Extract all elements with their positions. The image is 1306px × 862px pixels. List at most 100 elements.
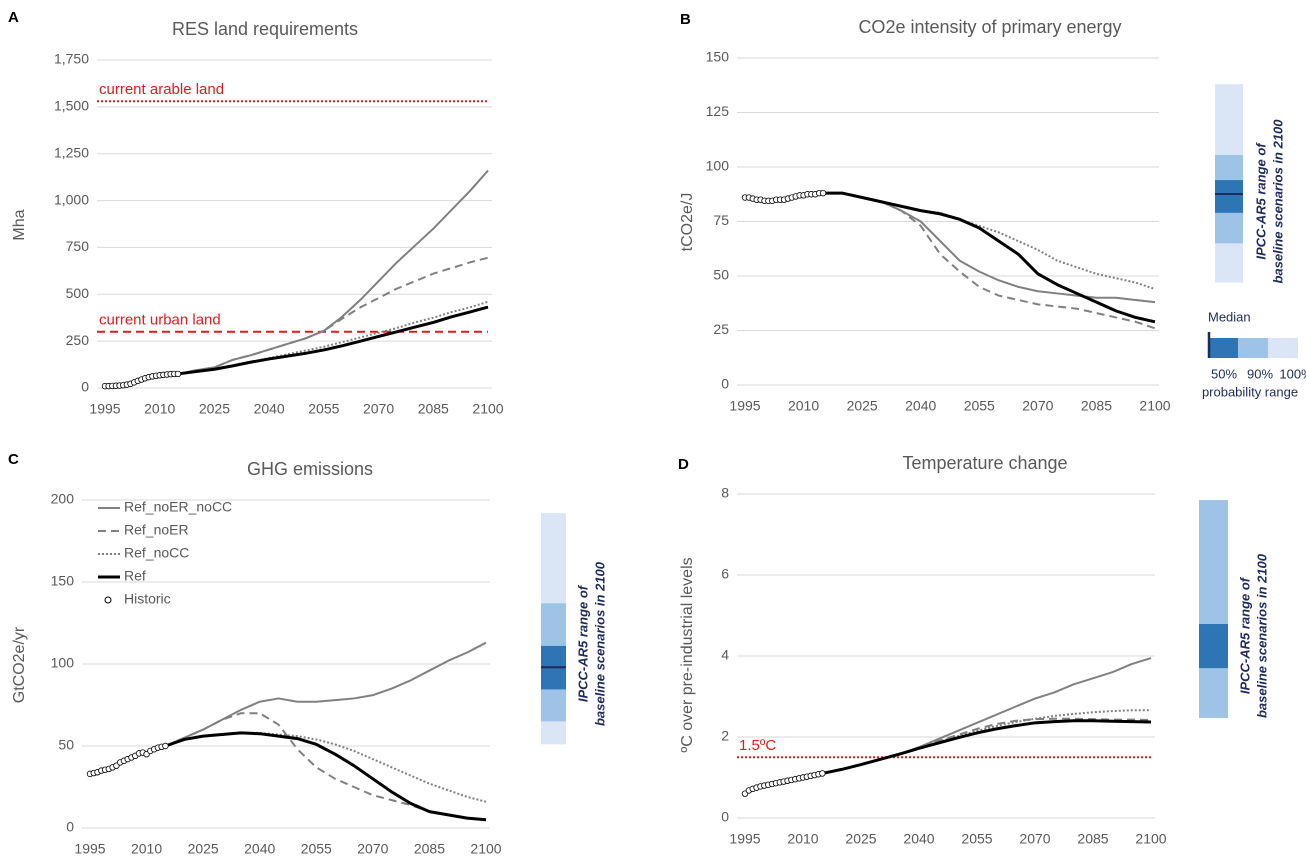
historic-point (174, 370, 182, 378)
reference-label: current urban land (99, 312, 221, 329)
x-tick-label: 2040 (905, 398, 936, 414)
x-tick-label: 2025 (188, 841, 219, 857)
prob-swatch (1268, 338, 1298, 358)
x-tick-label: 2025 (199, 401, 230, 417)
x-tick-label: 1995 (74, 841, 105, 857)
range-label: baseline scenarios in 2100 (1270, 119, 1285, 284)
y-tick-label: 0 (721, 376, 729, 392)
y-tick-label: 1,500 (54, 98, 89, 114)
x-tick-label: 2025 (847, 398, 878, 414)
series-line (165, 731, 487, 803)
historic-point (162, 742, 169, 750)
x-tick-label: 2085 (414, 841, 445, 857)
prob-caption: probability range (1202, 384, 1298, 399)
x-tick-label: 2040 (903, 831, 934, 847)
prob-label: 100% (1279, 366, 1306, 381)
x-tick-label: 2055 (961, 831, 992, 847)
y-axis-label: tCO2e/J (679, 193, 696, 252)
y-tick-label: 8 (721, 485, 729, 501)
chart-title: Temperature change (902, 453, 1067, 473)
x-tick-label: 2055 (308, 401, 339, 417)
y-tick-label: 50 (713, 267, 729, 283)
y-axis-label: ºC over pre-industrial levels (679, 557, 696, 752)
x-tick-label: 1995 (89, 401, 120, 417)
x-tick-label: 2010 (144, 401, 175, 417)
series-line (177, 256, 489, 375)
chart-title: RES land requirements (172, 19, 358, 39)
legend-label: Ref_noCC (124, 545, 189, 561)
range-label: baseline scenarios in 2100 (592, 561, 607, 726)
y-tick-label: 50 (58, 737, 74, 753)
panel-letter: B (680, 11, 691, 28)
series-line (822, 657, 1152, 775)
x-tick-label: 2010 (788, 398, 819, 414)
chart-title: CO2e intensity of primary energy (858, 17, 1121, 37)
legend-label: Ref (124, 568, 146, 584)
y-tick-label: 750 (66, 238, 90, 254)
legend-label: Ref_noER (124, 522, 189, 538)
y-tick-label: 100 (706, 158, 730, 174)
y-axis-label: GtCO2e/yr (11, 626, 28, 703)
series-line (165, 712, 487, 821)
series-line (823, 192, 1156, 304)
y-tick-label: 500 (66, 285, 90, 301)
panel-letter: D (678, 456, 689, 473)
x-tick-label: 1995 (729, 398, 760, 414)
historic-point (819, 189, 827, 197)
y-tick-label: 1,250 (54, 144, 89, 160)
y-tick-label: 0 (66, 819, 74, 835)
historic-point (819, 770, 826, 777)
y-tick-label: 0 (721, 809, 729, 825)
range-label: baseline scenarios in 2100 (1254, 553, 1269, 718)
prob-swatch (1238, 338, 1268, 358)
series-line (822, 719, 1152, 775)
series-line (165, 641, 487, 747)
range-p90 (1199, 500, 1228, 718)
x-tick-label: 2100 (1139, 398, 1170, 414)
y-tick-label: 150 (706, 49, 730, 65)
x-tick-label: 2040 (254, 401, 285, 417)
reference-label: current arable land (99, 81, 224, 98)
x-tick-label: 2070 (1022, 398, 1053, 414)
prob-swatch (1208, 338, 1238, 358)
series-line (823, 192, 1156, 330)
y-tick-label: 150 (51, 573, 75, 589)
legend-marker (104, 596, 112, 604)
series-line (823, 191, 1156, 324)
x-tick-label: 2010 (131, 841, 162, 857)
y-tick-label: 6 (721, 566, 729, 582)
reference-label: 1.5ºC (739, 737, 776, 754)
legend-label: Ref_noER_noCC (124, 499, 232, 515)
x-tick-label: 2070 (1019, 831, 1050, 847)
x-tick-label: 2085 (418, 401, 449, 417)
prob-label: 90% (1247, 366, 1273, 381)
y-tick-label: 1,750 (54, 51, 89, 67)
x-tick-label: 2070 (357, 841, 388, 857)
series-line (823, 192, 1156, 291)
panel: A RES land requirements Mha 0 250 500 750 1,000… (8, 9, 504, 417)
x-tick-label: 2085 (1077, 831, 1108, 847)
y-tick-label: 2 (721, 728, 729, 744)
series-line (164, 731, 487, 822)
range-label: IPCC-AR5 range of (575, 584, 590, 702)
y-tick-label: 125 (706, 103, 730, 119)
x-tick-label: 2055 (964, 398, 995, 414)
series-line (822, 717, 1152, 775)
chart-title: GHG emissions (247, 459, 373, 479)
x-tick-label: 2025 (845, 831, 876, 847)
y-tick-label: 0 (81, 379, 89, 395)
y-tick-label: 4 (721, 647, 729, 663)
panel: B CO2e intensity of primary energy tCO2e/J… (679, 11, 1306, 414)
series-line (177, 305, 489, 376)
y-axis-label: Mha (11, 209, 28, 240)
x-tick-label: 1995 (729, 831, 760, 847)
range-p50 (1215, 180, 1243, 213)
series-line (177, 169, 489, 375)
x-tick-label: 2100 (1135, 831, 1166, 847)
x-tick-label: 2040 (244, 841, 275, 857)
panel-letter: C (8, 451, 19, 468)
x-tick-label: 2055 (301, 841, 332, 857)
x-tick-label: 2100 (470, 841, 501, 857)
y-tick-label: 100 (51, 655, 75, 671)
